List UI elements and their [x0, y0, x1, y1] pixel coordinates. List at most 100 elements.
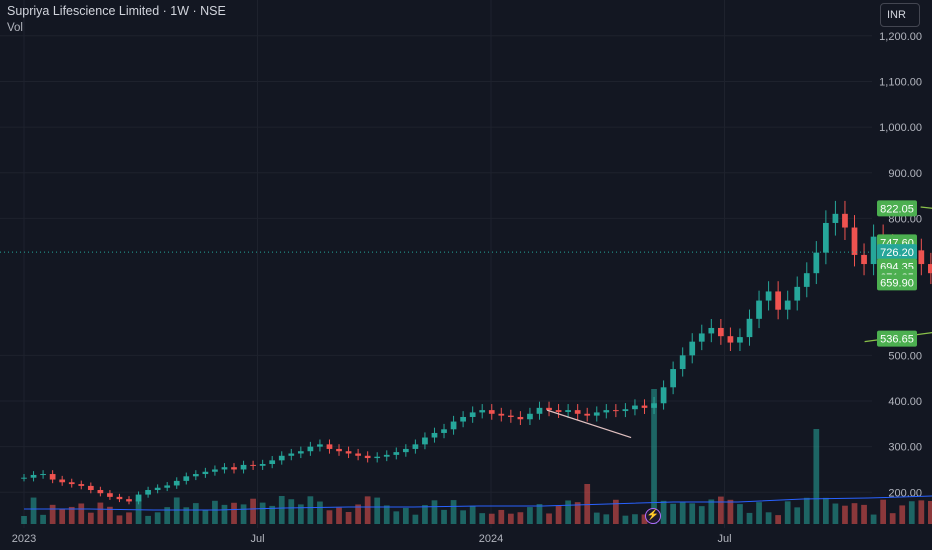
volume-bar — [212, 500, 218, 524]
volume-bar — [717, 496, 724, 524]
candle-body — [479, 410, 486, 413]
y-tick-label: 1,200.00 — [879, 31, 922, 43]
volume-bar — [145, 515, 151, 524]
volume-bar — [202, 509, 209, 524]
candle-body — [107, 493, 113, 497]
volume-bar — [107, 506, 113, 524]
candle-body — [488, 410, 495, 414]
candle-body — [679, 355, 686, 370]
volume-bar — [813, 429, 820, 524]
volume-bar — [288, 499, 295, 524]
candle-body — [612, 410, 619, 412]
y-tick-label: 400.00 — [888, 396, 922, 408]
volume-bar — [154, 512, 161, 524]
candle-body — [803, 273, 810, 287]
volume-bar — [307, 496, 314, 524]
candle-body — [173, 480, 180, 486]
volume-bar — [402, 507, 409, 524]
volume-bar — [584, 484, 591, 524]
volume-bar — [460, 510, 466, 524]
candle-body — [851, 227, 858, 255]
y-tick-label: 1,100.00 — [879, 76, 922, 88]
y-tick-label: 300.00 — [888, 442, 922, 454]
volume-bar — [565, 500, 571, 524]
candle-body — [116, 496, 123, 500]
lightning-icon[interactable]: ⚡ — [645, 508, 661, 524]
currency-button[interactable]: INR — [880, 3, 920, 27]
candle-body — [622, 409, 629, 412]
volume-bar — [746, 512, 753, 524]
price-label-box — [877, 330, 917, 347]
chart-title: Supriya Lifescience Limited · 1W · NSE — [7, 4, 226, 18]
candle-body — [708, 327, 715, 334]
candle-body — [450, 421, 457, 430]
volume-bar — [880, 499, 887, 524]
candle-body — [565, 410, 571, 412]
candle-body — [21, 477, 27, 479]
price-label: 536.65 — [880, 334, 914, 346]
candle-body — [593, 412, 600, 416]
candle-body — [250, 464, 256, 466]
volume-bar — [126, 512, 132, 524]
price-label-box — [877, 274, 917, 291]
y-tick-label: 900.00 — [888, 168, 922, 180]
volume-bar — [68, 506, 75, 524]
volume-bar — [192, 503, 199, 524]
candle-body — [737, 337, 743, 343]
candle-body — [422, 437, 428, 445]
candle-body — [97, 490, 104, 494]
candle-body — [355, 453, 361, 456]
candle-body — [278, 455, 285, 461]
volume-bar — [441, 509, 447, 524]
candle-body — [689, 341, 696, 356]
x-tick-label: 2024 — [479, 533, 503, 545]
candle-body — [145, 490, 151, 495]
candle-body — [221, 467, 228, 470]
candle-body — [345, 451, 352, 454]
volume-bar — [259, 502, 266, 524]
volume-bar — [269, 505, 276, 524]
candle-body — [231, 467, 237, 470]
volume-bar — [689, 503, 696, 524]
volume-bar — [326, 510, 333, 524]
x-tick-label: 2023 — [12, 533, 36, 545]
candle-body — [364, 455, 371, 459]
y-tick-label: 500.00 — [888, 350, 922, 362]
candle-body — [212, 469, 218, 472]
candle-body — [412, 444, 419, 449]
volume-bar — [832, 503, 839, 524]
candle-body — [154, 487, 161, 491]
volume-bar — [593, 512, 600, 524]
candle-body — [59, 479, 66, 483]
candle-body — [517, 416, 524, 420]
volume-bar — [87, 512, 94, 524]
volume-bar — [765, 512, 772, 524]
x-tick-label: Jul — [717, 533, 731, 545]
volume-bar — [231, 502, 237, 524]
volume-bar — [21, 516, 27, 524]
early-flag-line — [546, 409, 632, 439]
volume-bar — [612, 499, 619, 524]
price-label-box — [877, 200, 917, 217]
volume-bar — [469, 505, 476, 524]
volume-bar — [40, 514, 46, 524]
candle-body — [441, 429, 447, 433]
volume-bar — [336, 507, 342, 524]
volume-bar — [221, 504, 228, 524]
candle-body — [135, 494, 142, 502]
volume-bar — [527, 507, 533, 524]
candle-body — [30, 474, 37, 478]
volume-bar — [784, 501, 791, 524]
volume-bar — [679, 502, 686, 524]
volume-bar — [536, 504, 543, 524]
candle-body — [555, 410, 562, 412]
candle-body — [823, 222, 829, 253]
candle-body — [460, 416, 466, 422]
volume-bar — [889, 513, 896, 524]
volume-indicator-label[interactable]: Vol — [7, 22, 23, 34]
volume-bar — [431, 500, 438, 524]
candle-body — [928, 264, 932, 274]
volume-bar — [59, 508, 66, 524]
price-label: 726.20 — [880, 247, 914, 259]
